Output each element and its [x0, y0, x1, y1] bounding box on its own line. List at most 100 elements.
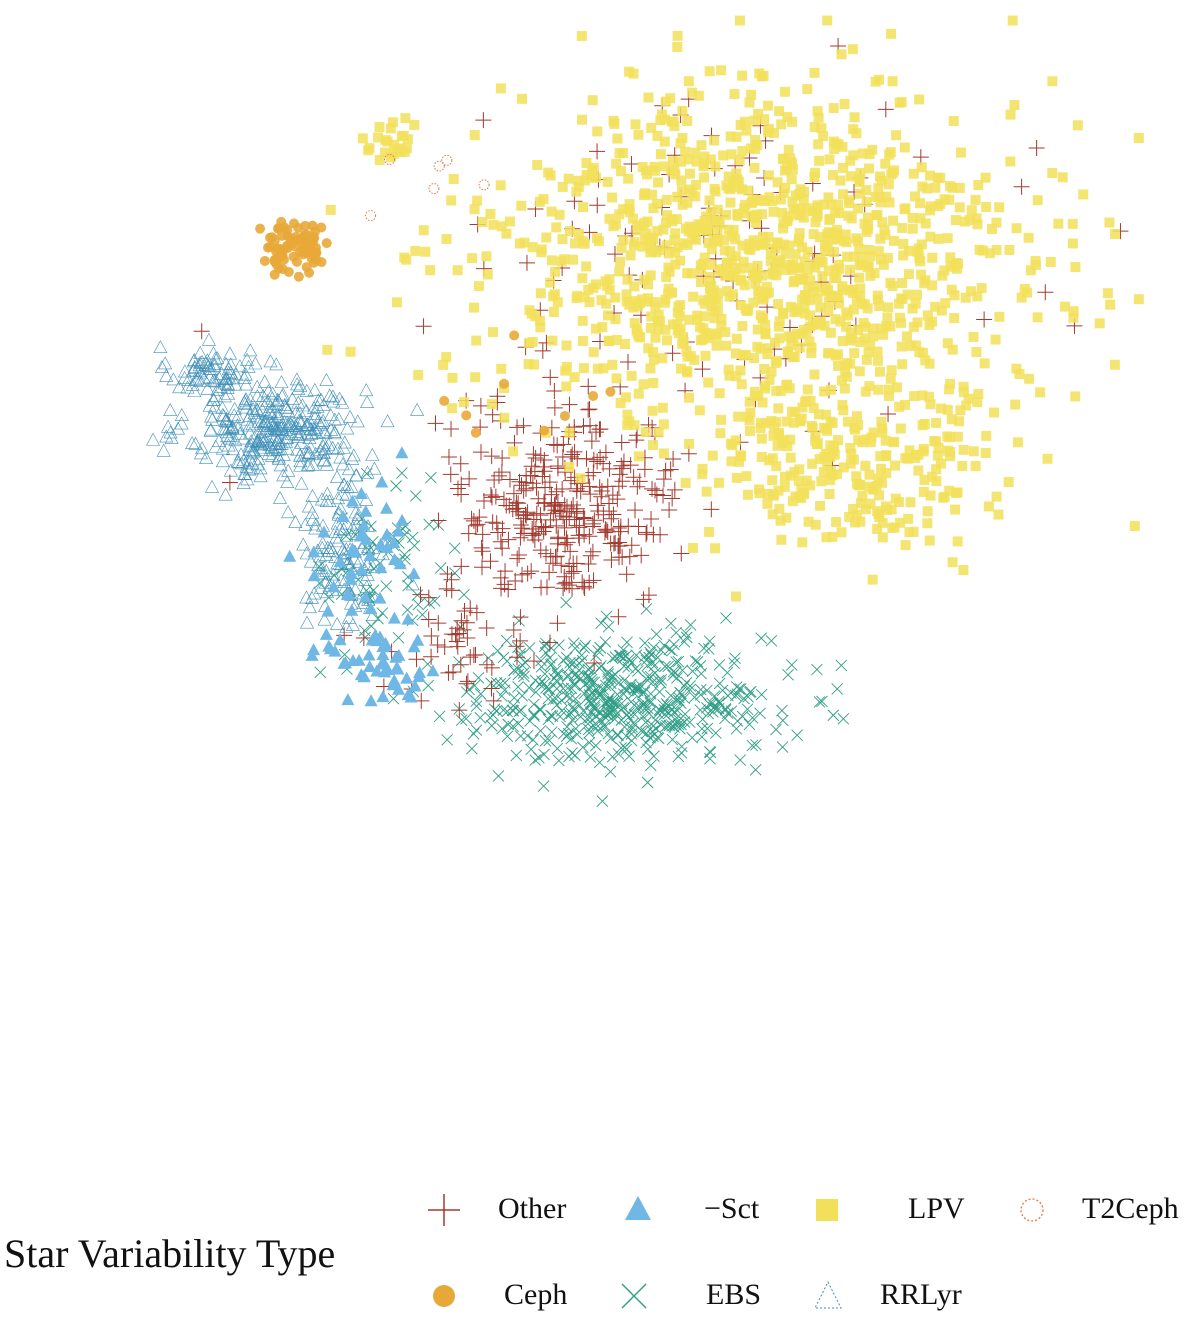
point-other [517, 480, 534, 497]
point-lpv [380, 135, 391, 146]
point-rrlyr [218, 414, 233, 428]
point-ebs [535, 660, 548, 673]
point-sct [333, 555, 347, 568]
point-lpv [731, 472, 742, 483]
point-lpv [851, 471, 862, 482]
point-lpv [861, 197, 872, 208]
point-ebs [565, 707, 578, 720]
point-other [516, 525, 533, 542]
point-lpv [591, 172, 602, 183]
point-ebs [637, 698, 649, 711]
point-lpv [401, 143, 412, 154]
point-lpv [833, 199, 844, 210]
point-ebs [637, 725, 649, 738]
point-lpv [626, 370, 637, 381]
point-other [633, 547, 650, 564]
point-lpv [862, 212, 873, 223]
point-sct [352, 653, 366, 666]
point-lpv [905, 497, 916, 508]
point-lpv [854, 173, 865, 184]
point-rrlyr [243, 343, 258, 357]
point-ebs [549, 664, 562, 677]
point-lpv [826, 199, 837, 210]
point-other [451, 702, 468, 719]
point-rrlyr [340, 421, 355, 435]
point-other [495, 491, 512, 508]
point-lpv [857, 437, 868, 448]
point-lpv [645, 323, 656, 334]
point-other [532, 507, 549, 524]
point-lpv [602, 176, 613, 187]
point-lpv [927, 280, 938, 291]
point-lpv [661, 272, 672, 283]
point-lpv [814, 155, 825, 166]
point-ebs [539, 668, 551, 680]
point-other [527, 449, 544, 466]
point-rrlyr [291, 427, 306, 441]
point-lpv [379, 147, 390, 158]
point-lpv [447, 403, 458, 414]
point-rrlyr [330, 616, 345, 630]
point-other [603, 552, 620, 569]
point-lpv [697, 469, 708, 480]
point-ebs [776, 704, 788, 717]
point-lpv [810, 217, 821, 228]
point-lpv [860, 386, 871, 397]
point-ebs [595, 617, 607, 629]
point-sct [374, 537, 388, 550]
point-ebs [684, 619, 697, 631]
point-lpv [845, 335, 856, 346]
point-sct [307, 643, 321, 656]
point-rrlyr [230, 409, 245, 423]
point-lpv [782, 348, 793, 359]
point-lpv [603, 336, 614, 347]
point-rrlyr [250, 379, 265, 393]
point-rrlyr [333, 501, 348, 515]
point-lpv [973, 389, 984, 400]
legend-label-ceph: Ceph [504, 1278, 568, 1311]
point-ebs [425, 471, 437, 484]
point-rrlyr [225, 421, 240, 435]
point-rrlyr [187, 384, 202, 398]
point-lpv [529, 359, 540, 370]
point-lpv [886, 365, 897, 376]
point-lpv [745, 407, 756, 418]
point-rrlyr [259, 406, 274, 420]
point-lpv [834, 298, 845, 309]
point-lpv [768, 430, 779, 441]
point-lpv [496, 363, 507, 374]
point-rrlyr [304, 426, 319, 440]
point-lpv [774, 106, 785, 117]
point-lpv [596, 295, 607, 306]
point-lpv [740, 303, 751, 314]
point-other [610, 519, 627, 536]
point-lpv [720, 327, 731, 338]
point-lpv [535, 288, 546, 299]
point-lpv [631, 325, 642, 336]
point-lpv [829, 144, 840, 155]
point-other [582, 417, 599, 434]
point-ebs [666, 733, 679, 746]
point-ebs [600, 610, 613, 623]
point-lpv [675, 255, 686, 266]
point-lpv [927, 252, 938, 263]
point-lpv [812, 293, 823, 304]
point-other [592, 449, 609, 466]
point-lpv [719, 234, 730, 245]
point-other [420, 611, 437, 628]
point-other [535, 458, 552, 475]
point-lpv [687, 187, 698, 198]
point-lpv [715, 428, 726, 439]
point-other [440, 664, 457, 681]
point-lpv [849, 348, 860, 359]
point-lpv [806, 347, 817, 358]
point-other [473, 539, 490, 556]
point-lpv [716, 320, 727, 331]
point-rrlyr [200, 353, 215, 367]
point-ebs [575, 672, 587, 685]
point-lpv [750, 135, 761, 146]
point-rrlyr [299, 403, 314, 417]
point-ebs [642, 670, 654, 683]
point-rrlyr [239, 400, 254, 414]
point-sct [378, 638, 392, 651]
